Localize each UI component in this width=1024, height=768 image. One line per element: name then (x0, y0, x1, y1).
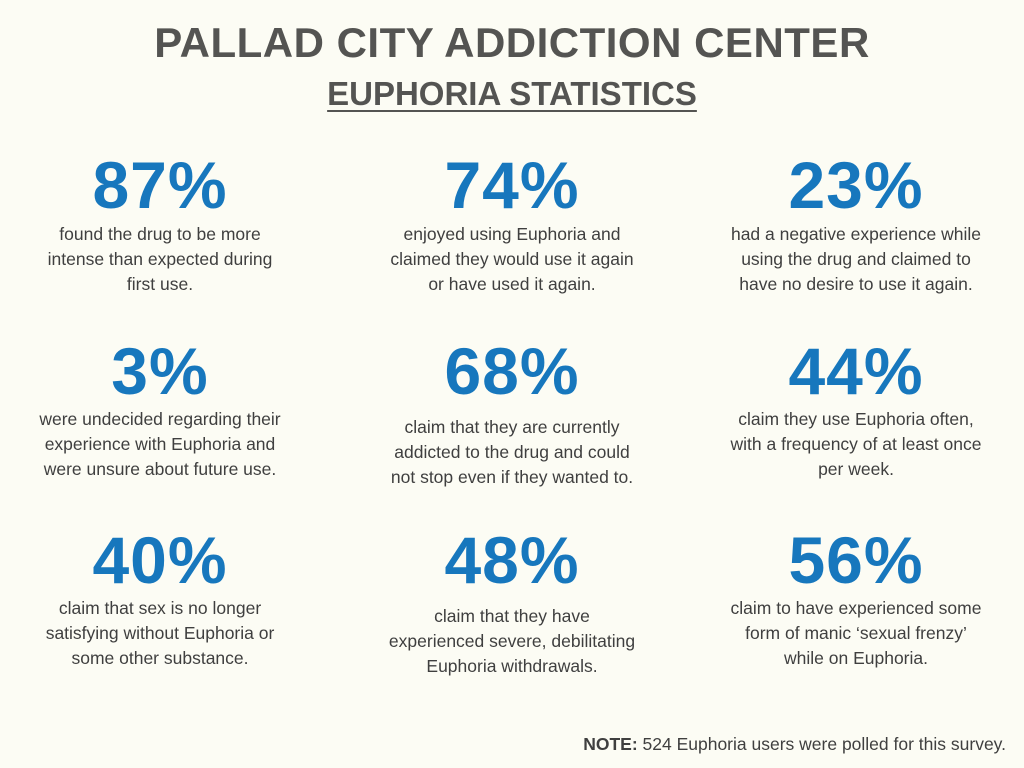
stat-description: claim to have experienced some form of m… (706, 596, 1006, 671)
stat-percentage: 74% (444, 148, 580, 222)
stat-percentage: 40% (92, 523, 228, 597)
stat-description-line: intense than expected during (47, 249, 273, 269)
stat-percentage: 44% (788, 334, 924, 408)
stat-description: claim they use Euphoria often, with a fr… (706, 407, 1006, 482)
stat-percentage: 23% (788, 148, 924, 222)
stat-block-7: 40% claim that sex is no longer satisfyi… (10, 525, 310, 671)
stat-description: claim that they are currently addicted t… (362, 407, 662, 490)
stat-description-line: claimed they would use it again (390, 249, 634, 269)
stat-description-line: while on Euphoria. (784, 648, 928, 668)
stat-block-9: 56% claim to have experienced some form … (706, 525, 1006, 671)
survey-note: NOTE: 524 Euphoria users were polled for… (583, 732, 1006, 756)
note-text: 524 Euphoria users were polled for this … (637, 734, 1006, 754)
stat-block-6: 44% claim they use Euphoria often, with … (706, 336, 1006, 482)
stat-block-1: 87% found the drug to be more intense th… (10, 150, 310, 297)
stat-description-line: claim they use Euphoria often, (738, 409, 974, 429)
stat-description-line: claim that they have (434, 606, 590, 626)
stat-percentage: 68% (444, 334, 580, 408)
stat-description-line: per week. (818, 459, 894, 479)
stat-description-line: claim that they are currently (404, 417, 620, 437)
stat-block-2: 74% enjoyed using Euphoria and claimed t… (362, 150, 662, 297)
stat-description: enjoyed using Euphoria and claimed they … (362, 222, 662, 297)
stat-description-line: Euphoria withdrawals. (426, 656, 598, 676)
stat-description-line: claim to have experienced some (730, 598, 982, 618)
page-title: PALLAD CITY ADDICTION CENTER (154, 19, 870, 66)
stat-description-line: satisfying without Euphoria or (45, 623, 275, 643)
stat-description-line: first use. (126, 274, 194, 294)
stat-description-line: experience with Euphoria and (44, 434, 276, 454)
stat-description-line: enjoyed using Euphoria and (403, 224, 621, 244)
stat-description-line: with a frequency of at least once (730, 434, 982, 454)
stat-description-line: had a negative experience while (730, 224, 982, 244)
stat-description: found the drug to be more intense than e… (10, 222, 310, 297)
stat-percentage: 48% (444, 523, 580, 597)
stat-block-4: 3% were undecided regarding their experi… (10, 336, 310, 482)
stat-description-line: using the drug and claimed to (741, 249, 971, 269)
stat-percentage: 87% (92, 148, 228, 222)
stat-description-line: found the drug to be more (59, 224, 261, 244)
stat-description-line: or have used it again. (428, 274, 596, 294)
stat-block-3: 23% had a negative experience while usin… (706, 150, 1006, 297)
stat-description-line: claim that sex is no longer (58, 598, 262, 618)
stat-block-5: 68% claim that they are currently addict… (362, 336, 662, 490)
stat-percentage: 3% (111, 334, 209, 408)
stat-description-line: addicted to the drug and could (394, 442, 630, 462)
stat-description-line: form of manic ‘sexual frenzy’ (745, 623, 967, 643)
note-label: NOTE: (583, 734, 638, 754)
stat-description-line: experienced severe, debilitating (388, 631, 636, 651)
page-subtitle: EUPHORIA STATISTICS (0, 74, 1024, 114)
stat-description-line: were unsure about future use. (43, 459, 277, 479)
stat-description: claim that they have experienced severe,… (362, 596, 662, 679)
stat-description: were undecided regarding their experienc… (10, 407, 310, 482)
stat-description-line: have no desire to use it again. (739, 274, 973, 294)
subtitle-text: EUPHORIA STATISTICS (327, 75, 697, 112)
stat-description: claim that sex is no longer satisfying w… (10, 596, 310, 671)
stat-description-line: some other substance. (71, 648, 249, 668)
stat-description: had a negative experience while using th… (706, 222, 1006, 297)
stat-description-line: not stop even if they wanted to. (390, 467, 634, 487)
stat-percentage: 56% (788, 523, 924, 597)
stat-description-line: were undecided regarding their (39, 409, 281, 429)
stat-block-8: 48% claim that they have experienced sev… (362, 525, 662, 679)
